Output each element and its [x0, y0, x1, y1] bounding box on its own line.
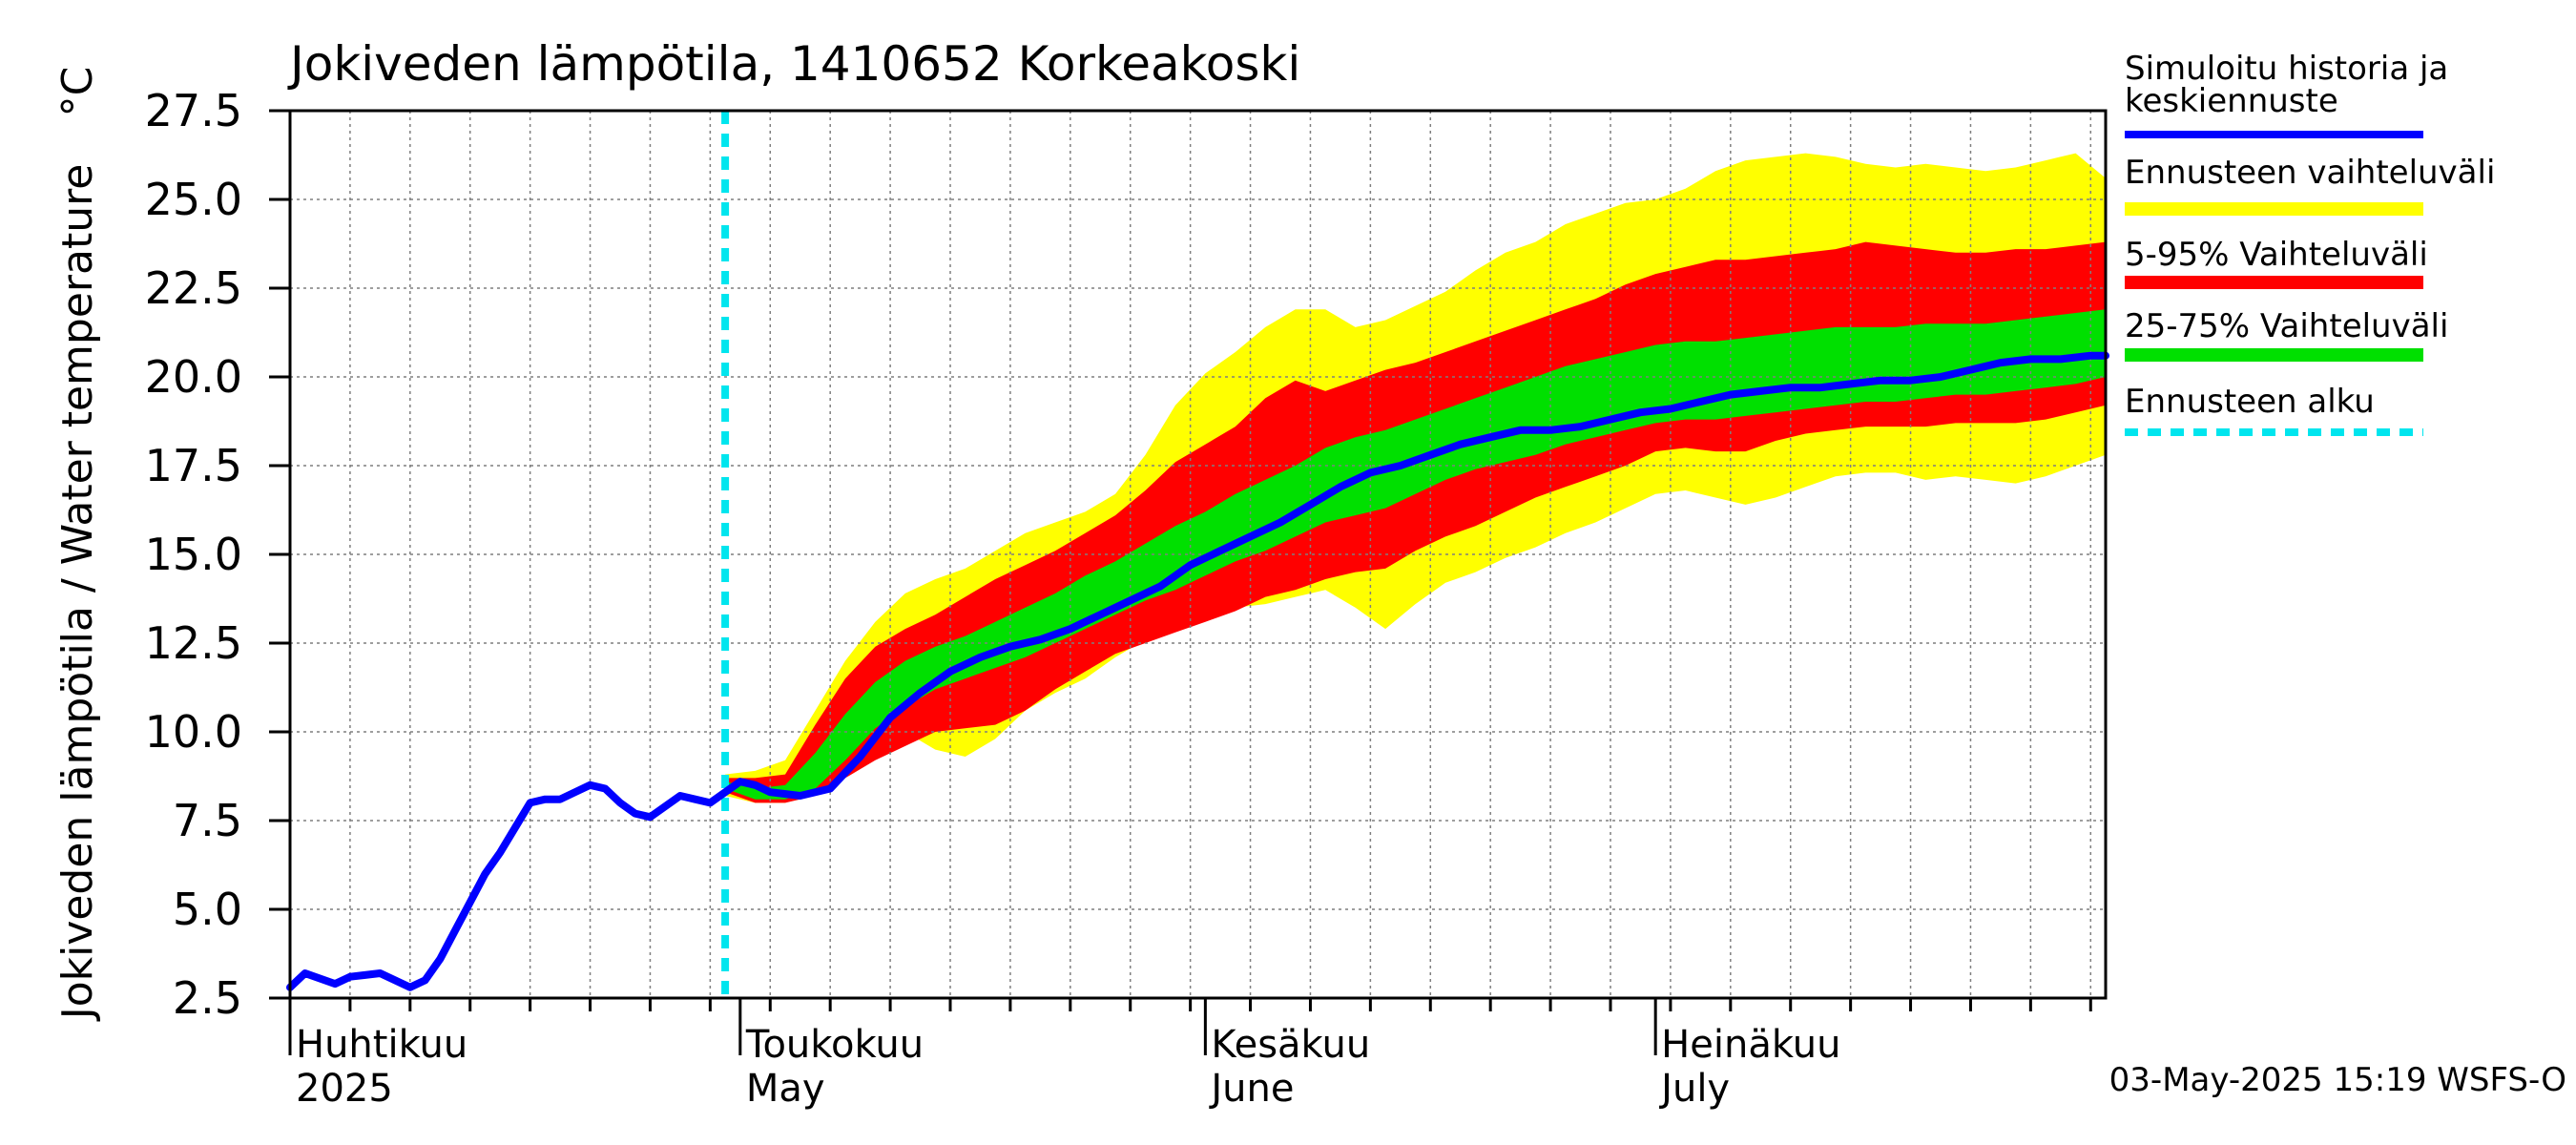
forecast-bands	[725, 153, 2106, 803]
y-tick-label: 20.0	[145, 351, 242, 403]
y-tick-label: 12.5	[145, 617, 242, 669]
y-tick-label: 22.5	[145, 262, 242, 314]
y-axis-unit: °C	[53, 67, 102, 117]
y-tick-label: 5.0	[173, 884, 242, 935]
y-tick-label: 17.5	[145, 440, 242, 491]
median-series	[286, 351, 2109, 991]
month-label-fi: Huhtikuu	[296, 1023, 467, 1067]
legend-label: 5-95% Vaihteluväli	[2125, 236, 2428, 274]
month-label-en: July	[1658, 1067, 1730, 1111]
y-tick-label: 7.5	[173, 795, 242, 846]
legend-label: Simuloitu historia ja	[2125, 50, 2448, 88]
timestamp: 03-May-2025 15:19 WSFS-O	[2109, 1061, 2566, 1099]
legend-label: keskiennuste	[2125, 82, 2338, 120]
y-tick-label: 15.0	[145, 529, 242, 580]
month-label-fi: Heinäkuu	[1661, 1023, 1840, 1067]
axes: 2.5 5.0 7.5 10.0 12.5 15.0 17.5 20.0 22.5 25.0 27.…	[145, 85, 2092, 1111]
month-label-en: 2025	[296, 1067, 393, 1111]
y-tick-label: 10.0	[145, 706, 242, 758]
month-label-fi: Toukokuu	[745, 1023, 924, 1067]
month-label-en: June	[1208, 1067, 1294, 1111]
y-tick-label: 27.5	[145, 85, 242, 136]
grid	[289, 110, 2106, 999]
y-axis-label: Jokiveden lämpötila / Water temperature	[53, 164, 102, 1023]
month-label-fi: Kesäkuu	[1211, 1023, 1370, 1067]
legend-label: Ennusteen alku	[2125, 383, 2375, 421]
p25-p75-band	[725, 309, 2106, 800]
month-label-en: May	[746, 1067, 825, 1111]
legend-label: 25-75% Vaihteluväli	[2125, 307, 2448, 345]
median-line	[286, 351, 2109, 991]
chart-title: Jokiveden lämpötila, 1410652 Korkeakoski	[287, 36, 1300, 92]
legend-label: Ennusteen vaihteluväli	[2125, 154, 2495, 192]
y-tick-label: 2.5	[173, 972, 242, 1024]
y-tick-label: 25.0	[145, 174, 242, 225]
